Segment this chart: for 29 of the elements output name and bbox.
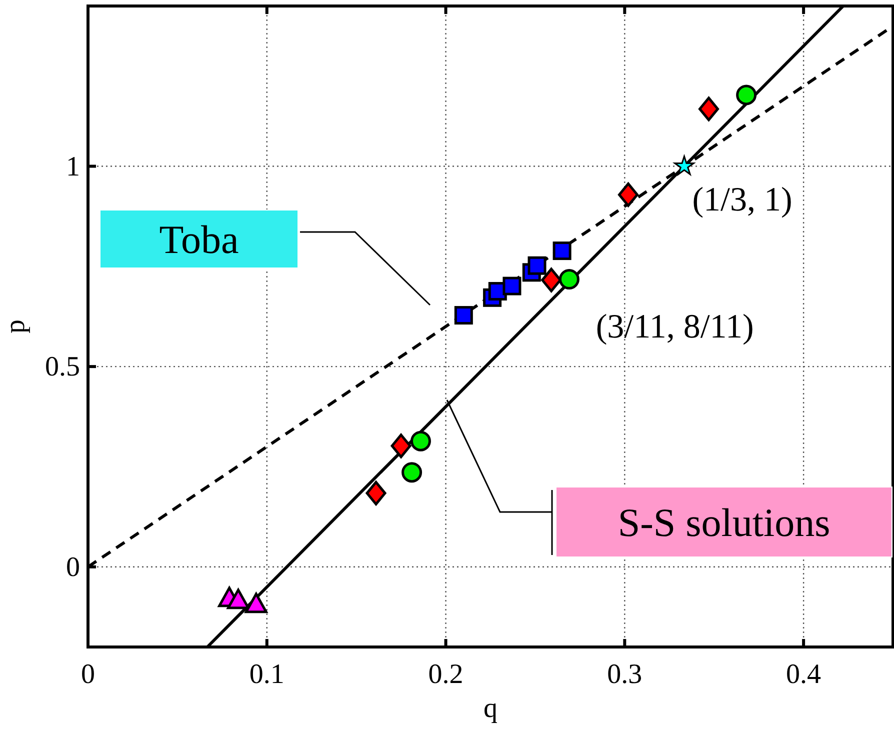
point: [390, 434, 412, 458]
point: [244, 592, 268, 614]
point: [698, 96, 719, 122]
point: [227, 588, 250, 610]
x-tick-label: 0.1: [249, 659, 284, 690]
x-tick-label: 0.3: [607, 659, 642, 690]
point: [402, 462, 422, 483]
y-tick-label: 1: [66, 151, 80, 182]
annotation: Toba: [159, 217, 239, 262]
y-tick-label: 0.5: [45, 352, 80, 383]
point: [502, 276, 522, 296]
point: [736, 84, 757, 106]
annotation: (3/11, 8/11): [596, 308, 754, 346]
point: [366, 480, 386, 506]
x-tick-label: 0.4: [786, 659, 822, 690]
annotation: (1/3, 1): [692, 181, 792, 218]
y-tick-label: 0: [66, 552, 80, 583]
point: [618, 182, 638, 207]
y-axis-title: p: [0, 320, 31, 334]
point: [541, 268, 562, 292]
point: [558, 268, 580, 290]
annotation: S-S solutions: [618, 500, 830, 545]
point: [674, 156, 694, 176]
point: [552, 242, 572, 260]
x-axis-title: q: [484, 693, 498, 724]
point: [454, 306, 473, 325]
point: [410, 430, 431, 452]
x-tick-label: 0.2: [428, 659, 464, 690]
point: [528, 256, 546, 275]
